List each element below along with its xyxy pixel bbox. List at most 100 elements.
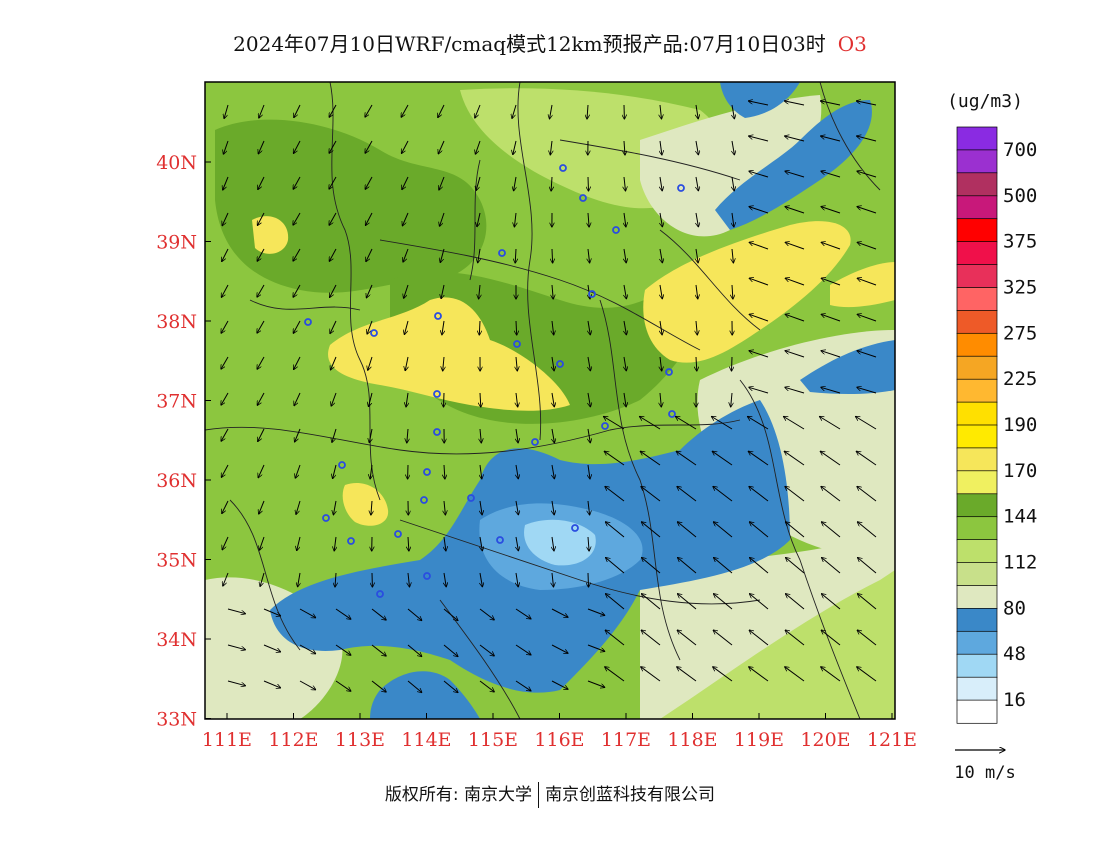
wind-vector [402,140,409,153]
wind-vector [732,140,734,155]
wind-vector [444,392,445,407]
lon-tick-label: 121E [867,729,917,751]
wind-vector [551,680,568,689]
wind-vector [677,486,697,502]
wind-vector [401,104,409,117]
province-boundary [229,499,301,651]
wind-vector [439,176,445,190]
wind-vector [366,212,373,225]
wind-vector [366,284,373,298]
wind-vector [258,428,265,442]
city-marker [394,530,402,538]
wind-vector [821,522,841,538]
wind-vector [479,680,494,692]
legend-label: 48 [1003,643,1026,665]
wind-vector [785,207,805,214]
legend-swatch [956,195,998,220]
wind-vector [515,680,531,691]
wind-vector [588,572,589,587]
wind-vector [299,608,316,618]
legend-label: 325 [1003,277,1037,299]
lon-tick-label: 119E [734,729,784,751]
wind-vector [223,572,229,586]
wind-vector [365,104,373,117]
wind-vector [713,486,733,502]
city-marker [556,360,564,368]
city-marker [338,461,346,469]
legend-label: 16 [1003,689,1026,711]
legend-swatch [956,470,998,495]
wind-vector [748,417,769,430]
legend-swatch [956,332,998,357]
wind-vector [857,242,877,250]
wind-vector [365,176,373,189]
province-boundary [599,299,681,661]
wind-vector [440,248,445,263]
legend-swatch [956,585,998,610]
wind-vector [624,284,626,299]
wind-vector [676,451,697,466]
field-zone-yellow-far-east [830,262,895,308]
wind-vector [257,248,265,261]
wind-vector [714,558,733,574]
wind-vector [335,680,351,691]
wind-vector [329,104,337,117]
wind-vector [821,314,841,322]
wind-vector [366,248,373,262]
wind-vector [821,630,841,646]
wind-vector [444,572,446,587]
wind-vector [293,320,301,333]
legend-labels: 700 500 375 325 275 225 190 170 144 112 80 48 16 [1003,139,1037,711]
lon-tick-label: 115E [468,729,518,751]
wind-vector [713,522,733,538]
wind-vector [221,428,229,441]
wind-vector [732,248,733,263]
wind-vector [551,644,568,653]
city-marker [513,340,521,348]
wind-vector [259,536,265,550]
wind-vector [605,630,625,646]
wind-vector [820,101,841,106]
wind-vector [330,284,337,297]
wind-vector [293,212,301,225]
wind-vector [732,356,733,371]
legend-label: 144 [1003,506,1037,528]
wind-vector [408,572,410,587]
legend-label: 225 [1003,368,1037,390]
wind-vector [367,320,373,334]
wind-vector [513,140,517,155]
wind-vector [640,417,661,430]
wind-vector [478,248,480,263]
wind-vector [785,351,805,358]
wind-vector [660,320,662,335]
wind-vector [696,248,698,263]
wind-vector [731,392,732,407]
city-marker [376,590,384,598]
legend-swatch [956,699,998,724]
wind-vector [640,451,661,466]
copyright-footer: 版权所有: 南京大学 南京创蓝科技有限公司 [0,780,1100,808]
wind-vector [479,320,480,335]
wind-vector [677,522,697,538]
wind-vector [857,387,877,394]
wind-vector [749,667,769,682]
wind-vector [732,104,734,119]
wind-vector [750,558,769,574]
wind-vector [514,212,516,227]
wind-vector [660,392,661,407]
wind-vector [552,464,554,479]
wind-vector [857,667,877,682]
wind-vector [785,486,805,502]
wind-vector [624,320,626,335]
wind-vector [588,500,590,515]
province-boundary [819,82,881,191]
wind-vector [402,176,409,190]
wind-vector [402,212,409,226]
wind-vector [551,176,552,191]
province-boundary [399,519,761,605]
wind-vector [479,644,494,656]
wind-vector [641,486,661,502]
wind-vector [605,522,625,538]
wind-vector [785,667,805,682]
wind-vector [785,522,805,538]
